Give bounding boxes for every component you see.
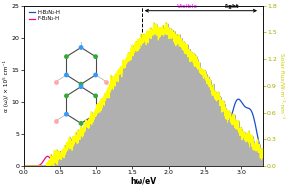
F-B₂N₂-H — [114, 165, 117, 167]
Text: light: light — [224, 4, 238, 9]
H-B₂N₂-H — [63, 159, 67, 161]
Line: H-B₂N₂-H: H-B₂N₂-H — [24, 77, 263, 166]
H-B₂N₂-H — [189, 76, 193, 78]
Text: Visible: Visible — [177, 4, 198, 9]
F-B₂N₂-H — [71, 138, 75, 140]
F-B₂N₂-H — [124, 165, 128, 167]
F-B₂N₂-H — [22, 165, 25, 167]
H-B₂N₂-H — [114, 165, 117, 167]
F-B₂N₂-H — [261, 165, 265, 167]
H-B₂N₂-H — [124, 165, 128, 167]
H-B₂N₂-H — [231, 110, 234, 113]
Legend: H-B₂N₂-H, F-B₂N₂-H: H-B₂N₂-H, F-B₂N₂-H — [29, 10, 60, 22]
F-B₂N₂-H — [63, 152, 67, 154]
F-B₂N₂-H — [231, 165, 234, 167]
H-B₂N₂-H — [257, 139, 260, 141]
X-axis label: hω/eV: hω/eV — [130, 177, 156, 186]
H-B₂N₂-H — [261, 157, 265, 159]
H-B₂N₂-H — [140, 165, 143, 167]
Y-axis label: Solar flux/W·m⁻²·nm⁻¹: Solar flux/W·m⁻²·nm⁻¹ — [279, 53, 285, 118]
H-B₂N₂-H — [22, 165, 25, 167]
H-B₂N₂-H — [49, 164, 53, 166]
Line: F-B₂N₂-H: F-B₂N₂-H — [24, 139, 263, 166]
F-B₂N₂-H — [257, 165, 260, 167]
Y-axis label: α (ω)/ × 10⁵ cm⁻¹: α (ω)/ × 10⁵ cm⁻¹ — [3, 60, 10, 112]
F-B₂N₂-H — [49, 158, 53, 160]
